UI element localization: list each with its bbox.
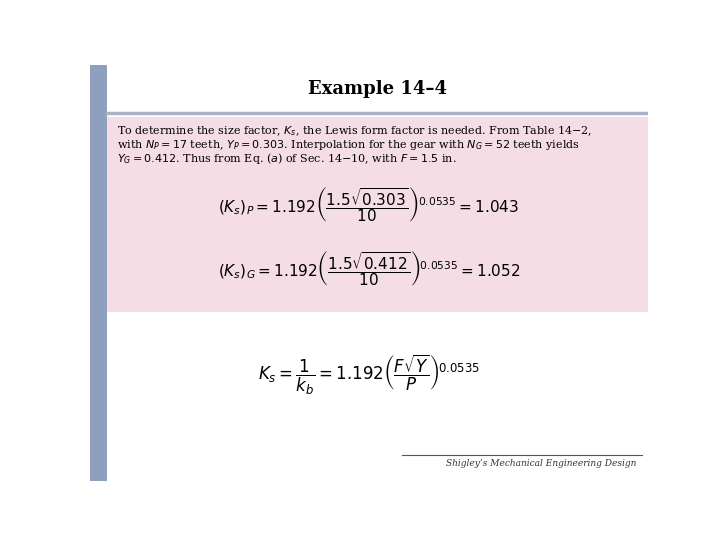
Text: with $N_P = 17$ teeth, $Y_P = 0.303$. Interpolation for the gear with $N_G = 52$: with $N_P = 17$ teeth, $Y_P = 0.303$. In… — [117, 138, 580, 152]
Text: $K_s = \dfrac{1}{k_b} = 1.192\left(\dfrac{F\sqrt{Y}}{P}\right)^{\!0.0535}$: $K_s = \dfrac{1}{k_b} = 1.192\left(\dfra… — [258, 353, 480, 397]
Text: Example 14–4: Example 14–4 — [308, 80, 447, 98]
Text: Shigley’s Mechanical Engineering Design: Shigley’s Mechanical Engineering Design — [446, 460, 637, 469]
Text: $(K_s)_P = 1.192\left(\dfrac{1.5\sqrt{0.303}}{10}\right)^{\!0.0535} = 1.043$: $(K_s)_P = 1.192\left(\dfrac{1.5\sqrt{0.… — [218, 185, 520, 224]
FancyBboxPatch shape — [107, 65, 648, 113]
FancyBboxPatch shape — [107, 117, 648, 312]
Text: $(K_s)_G = 1.192\left(\dfrac{1.5\sqrt{0.412}}{10}\right)^{\!0.0535} = 1.052$: $(K_s)_G = 1.192\left(\dfrac{1.5\sqrt{0.… — [217, 249, 521, 288]
Text: To determine the size factor, $K_s$, the Lewis form factor is needed. From Table: To determine the size factor, $K_s$, the… — [117, 125, 592, 138]
Text: $Y_G = 0.412$. Thus from Eq. ($a$) of Sec. 14$-$10, with $F = 1.5$ in.: $Y_G = 0.412$. Thus from Eq. ($a$) of Se… — [117, 151, 456, 166]
FancyBboxPatch shape — [90, 65, 107, 481]
